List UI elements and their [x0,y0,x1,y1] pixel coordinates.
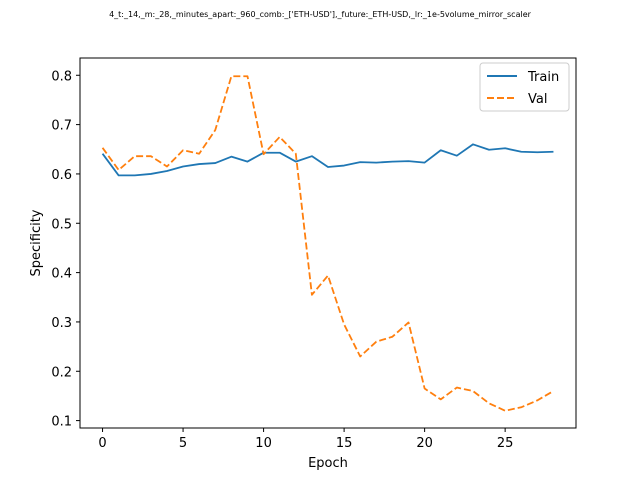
x-tick-label: 10 [255,436,272,451]
y-axis: 0.1 0.2 0.3 0.4 0.5 0.6 0.7 0.8 [51,69,80,430]
y-tick-label: 0.8 [51,69,72,84]
chart-title: 4_t:_14,_m:_28,_minutes_apart:_960_comb:… [109,10,532,19]
x-tick-label: 25 [497,436,514,451]
y-tick-label: 0.3 [51,316,72,331]
y-tick-label: 0.2 [51,365,72,380]
x-axis: 0 5 10 15 20 25 [98,428,513,451]
x-tick-label: 5 [179,436,187,451]
legend-label-val: Val [528,92,547,107]
series-layer [101,75,554,412]
y-tick-label: 0.5 [51,217,72,232]
plot-border [79,57,577,429]
legend: Train Val [479,62,570,112]
x-tick-label: 15 [336,436,353,451]
plot-area [80,58,576,428]
y-axis-label: Specificity [29,209,44,276]
x-tick-label: 20 [416,436,433,451]
series-line-val [101,75,554,412]
y-tick-label: 0.4 [51,267,72,282]
legend-label-train: Train [527,70,559,85]
x-tick-label: 0 [98,436,106,451]
y-tick-label: 0.1 [51,415,72,430]
y-tick-label: 0.6 [51,168,72,183]
series-line-train [101,143,554,177]
y-tick-label: 0.7 [51,119,72,134]
x-axis-label: Epoch [308,456,348,471]
